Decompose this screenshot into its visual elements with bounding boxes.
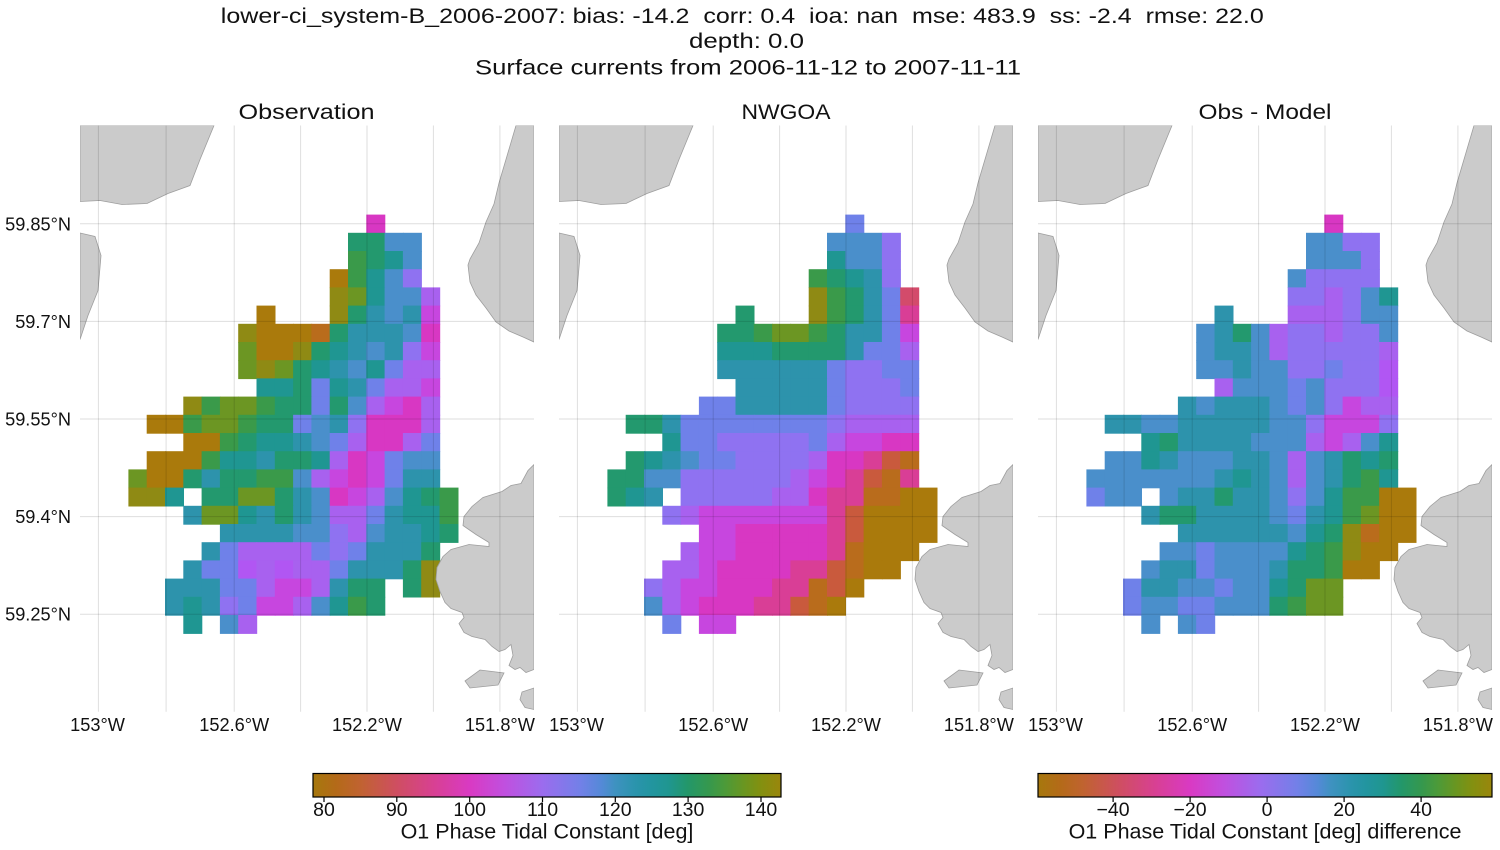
svg-text:151.8°W: 151.8°W [1423,715,1494,735]
svg-text:100: 100 [453,799,486,821]
svg-text:Surface currents from 2006-11-: Surface currents from 2006-11-12 to 2007… [475,56,1021,80]
svg-text:152.6°W: 152.6°W [1157,715,1228,735]
svg-text:110: 110 [527,799,558,821]
svg-text:59.25°N: 59.25°N [5,605,71,625]
svg-text:depth: 0.0: depth: 0.0 [689,29,804,53]
svg-text:151.8°W: 151.8°W [465,715,536,735]
svg-text:59.4°N: 59.4°N [15,507,71,527]
svg-text:NWGOA: NWGOA [742,100,832,124]
svg-text:130: 130 [672,799,705,821]
svg-text:40: 40 [1410,799,1432,821]
svg-text:80: 80 [313,799,335,821]
svg-text:59.85°N: 59.85°N [5,214,71,234]
svg-text:O1 Phase Tidal Constant [deg]: O1 Phase Tidal Constant [deg] [401,820,694,844]
svg-text:152.6°W: 152.6°W [678,715,749,735]
svg-text:90: 90 [386,799,408,821]
svg-text:−40: −40 [1097,799,1130,821]
svg-text:152.2°W: 152.2°W [1290,715,1361,735]
svg-text:O1 Phase Tidal Constant [deg]: O1 Phase Tidal Constant [deg] difference [1069,820,1462,844]
svg-text:59.7°N: 59.7°N [15,312,71,332]
svg-text:152.2°W: 152.2°W [811,715,882,735]
svg-text:153°W: 153°W [70,715,126,735]
svg-text:152.2°W: 152.2°W [332,715,403,735]
svg-text:Observation: Observation [239,100,375,124]
svg-text:lower-ci_system-B_2006-2007: b: lower-ci_system-B_2006-2007: bias: -14.2… [221,4,1264,28]
svg-text:20: 20 [1333,799,1355,821]
svg-text:153°W: 153°W [549,715,605,735]
svg-text:151.8°W: 151.8°W [944,715,1015,735]
svg-text:120: 120 [599,799,632,821]
svg-text:59.55°N: 59.55°N [5,410,71,430]
svg-text:−20: −20 [1174,799,1207,821]
svg-text:152.6°W: 152.6°W [199,715,270,735]
svg-text:140: 140 [745,799,778,821]
svg-text:153°W: 153°W [1028,715,1084,735]
svg-text:0: 0 [1262,799,1273,821]
svg-text:Obs - Model: Obs - Model [1199,100,1332,124]
